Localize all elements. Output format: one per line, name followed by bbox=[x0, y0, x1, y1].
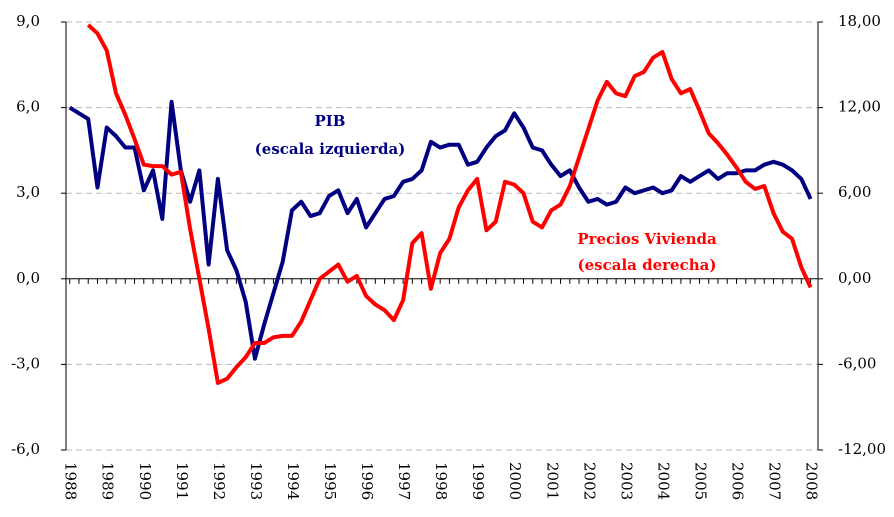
x-tick-label: 1988 bbox=[62, 462, 80, 500]
series-line bbox=[68, 99, 813, 361]
x-tick-label: 1989 bbox=[99, 462, 117, 500]
x-tick-label: 1999 bbox=[469, 462, 487, 500]
annotation: Precios Vivienda bbox=[577, 230, 717, 248]
y2-tick-label: 0,00 bbox=[838, 269, 871, 287]
x-tick-label: 1993 bbox=[247, 462, 265, 500]
y2-tick-label: -6,00 bbox=[838, 354, 876, 372]
x-tick-label: 2004 bbox=[654, 462, 672, 500]
x-tick-label: 1996 bbox=[358, 462, 376, 500]
x-tick-label: 1994 bbox=[284, 462, 302, 500]
x-tick-label: 2001 bbox=[543, 462, 561, 500]
y2-tick-label: 12,00 bbox=[838, 98, 881, 116]
y-tick-label: -6,0 bbox=[11, 440, 40, 458]
x-tick-label: 1992 bbox=[210, 462, 228, 500]
y-tick-label: -3,0 bbox=[11, 354, 40, 372]
y2-tick-label: 18,00 bbox=[838, 12, 881, 30]
annotation: (escala izquierda) bbox=[255, 140, 406, 158]
x-tick-label: 1997 bbox=[395, 462, 413, 500]
annotation: (escala derecha) bbox=[578, 256, 717, 274]
x-tick-label: 2000 bbox=[506, 462, 524, 500]
y-tick-label: 0,0 bbox=[16, 269, 40, 287]
x-tick-label: 2003 bbox=[617, 462, 635, 500]
y2-tick-label: -12,00 bbox=[838, 440, 886, 458]
x-tick-label: 2006 bbox=[729, 462, 747, 500]
x-tick-label: 2008 bbox=[803, 462, 821, 500]
x-tick-label: 2007 bbox=[766, 462, 784, 500]
series-line bbox=[86, 23, 813, 385]
y-tick-label: 9,0 bbox=[16, 12, 40, 30]
y-tick-label: 6,0 bbox=[16, 98, 40, 116]
y-tick-label: 3,0 bbox=[16, 183, 40, 201]
x-tick-label: 2002 bbox=[580, 462, 598, 500]
x-tick-label: 1995 bbox=[321, 462, 339, 500]
x-tick-label: 1991 bbox=[173, 462, 191, 500]
x-tick-label: 2005 bbox=[691, 462, 709, 500]
x-tick-label: 1990 bbox=[136, 462, 154, 500]
y2-tick-label: 6,00 bbox=[838, 183, 871, 201]
annotation: PIB bbox=[315, 112, 346, 130]
x-tick-label: 1998 bbox=[432, 462, 450, 500]
